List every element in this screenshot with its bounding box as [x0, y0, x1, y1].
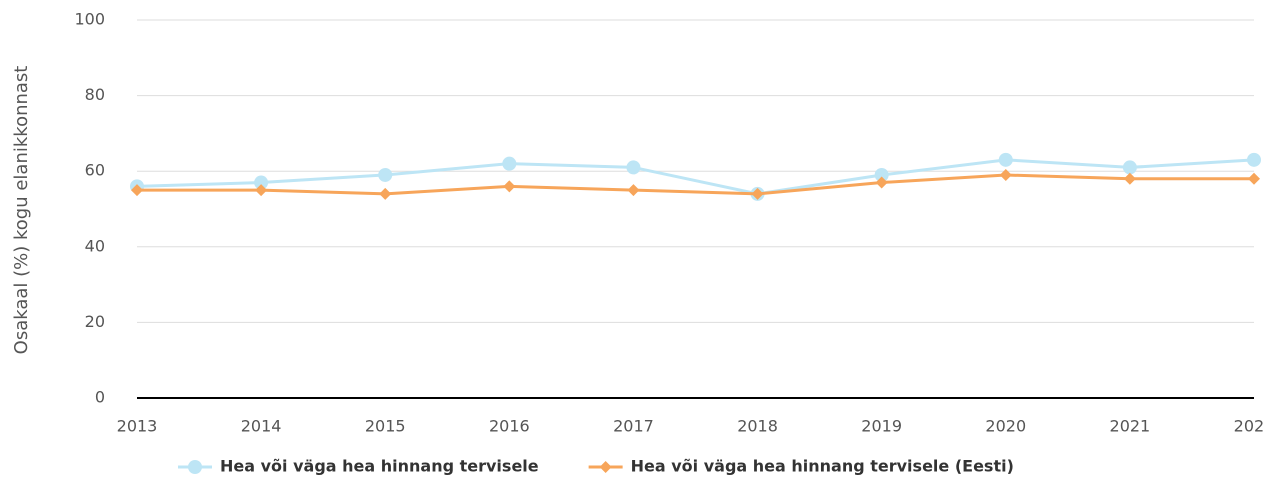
series-line — [136, 158, 1255, 196]
point — [379, 187, 392, 200]
legend-text: Hea või väga hea hinnang tervisele (Eest… — [631, 457, 1014, 476]
y-tick-label: 40 — [85, 236, 105, 255]
legend-marker — [599, 461, 612, 473]
point — [503, 180, 516, 193]
x-tick-label: 2016 — [489, 417, 530, 436]
point — [999, 168, 1012, 181]
legend-text: Hea või väga hea hinnang tervisele — [220, 457, 539, 476]
x-tick-label: 2022 — [1234, 417, 1265, 436]
x-tick-label: 2019 — [861, 417, 902, 436]
legend-marker — [188, 460, 202, 474]
point — [255, 184, 268, 197]
x-tick-label: 2018 — [737, 417, 778, 436]
point — [626, 160, 641, 175]
x-tick-label: 2021 — [1110, 417, 1151, 436]
point — [1123, 172, 1136, 185]
point — [1247, 152, 1261, 167]
point — [131, 184, 143, 197]
y-tick-label: 20 — [85, 312, 105, 331]
point — [378, 167, 393, 182]
y-axis-label: Osakaal (%) kogu elanikkonnast — [11, 66, 32, 355]
y-tick-label: 60 — [85, 161, 105, 180]
point — [1248, 172, 1260, 185]
point — [874, 167, 889, 182]
y-tick-label: 0 — [95, 388, 105, 407]
legend-item: Hea või väga hea hinnang tervisele (Eest… — [588, 457, 1014, 476]
point — [627, 184, 640, 197]
point — [751, 187, 764, 200]
legend-item: Hea või väga hea hinnang tervisele — [178, 457, 539, 476]
y-tick-label: 100 — [74, 10, 105, 29]
point — [1122, 160, 1137, 175]
point — [502, 156, 517, 171]
series-line — [137, 173, 1254, 196]
y-tick-label: 80 — [85, 85, 105, 104]
x-tick-label: 2014 — [241, 417, 282, 436]
point — [254, 175, 269, 190]
x-tick-label: 2017 — [613, 417, 654, 436]
point — [998, 152, 1013, 167]
x-tick-label: 2015 — [365, 417, 406, 436]
x-tick-label: 2020 — [985, 417, 1026, 436]
point — [875, 176, 888, 189]
x-tick-label: 2013 — [117, 417, 158, 436]
